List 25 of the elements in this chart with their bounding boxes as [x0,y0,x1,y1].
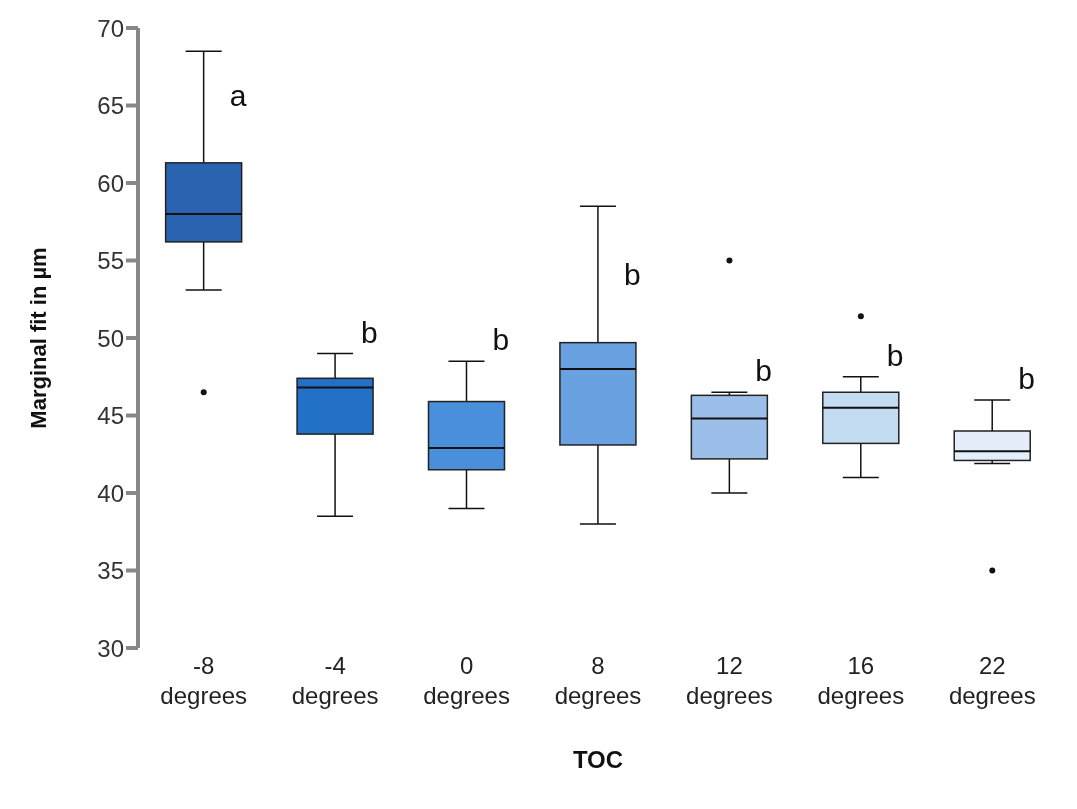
annotation: a [229,78,247,112]
y-tick-label: 45 [97,402,124,430]
annotation: b [1018,362,1035,396]
x-tick-label: 12 degrees [686,652,773,709]
x-tick-label: -4 degrees [291,652,379,709]
y-tick-label: 35 [97,557,124,585]
y-tick-label: 70 [97,14,124,42]
y-tick-label: 50 [97,324,124,352]
y-tick-label: 40 [97,479,124,507]
x-tick-label: 22 degrees [948,652,1036,709]
y-tick-label: 55 [97,247,124,275]
y-tick-label: 30 [97,634,124,662]
annotation: b [361,315,378,349]
y-tick-label: 60 [97,169,124,197]
annotation: b [492,323,510,357]
x-tick-label: -8 degrees [160,652,248,709]
x-tick-label: 0 degrees [423,652,510,709]
annotation: b [623,258,641,292]
annotation: b [755,354,773,388]
x-tick-label: 16 degrees [817,652,905,709]
x-tick-label: 8 degrees [554,652,642,709]
annotation: b [886,338,904,372]
y-axis-title: Marginal fit in µm [25,247,51,429]
y-tick-label: 65 [97,92,124,120]
x-axis-title: TOC [572,746,624,773]
